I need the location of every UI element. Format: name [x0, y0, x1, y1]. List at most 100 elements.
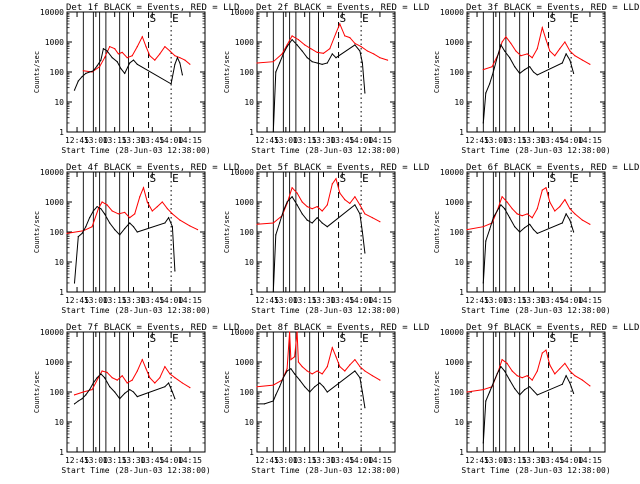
data-point-events — [485, 240, 487, 242]
data-point-events — [573, 72, 575, 74]
y-tick-label: 10000 — [40, 8, 64, 17]
data-point-lld — [326, 204, 328, 206]
data-point-events — [73, 282, 76, 284]
data-point-events — [176, 57, 178, 59]
data-point-events — [311, 222, 313, 224]
data-point-events — [136, 231, 138, 233]
data-point-events — [569, 59, 571, 61]
x-tick-label: 13:15 — [103, 136, 127, 145]
data-point-events — [561, 62, 563, 64]
data-point-events — [171, 226, 173, 228]
data-point-events — [263, 403, 266, 405]
data-point-lld — [154, 382, 156, 384]
data-point-events — [565, 213, 567, 215]
y-tick-label: 1000 — [235, 358, 254, 367]
data-point-lld — [296, 331, 298, 333]
data-point-lld — [256, 223, 258, 225]
data-point-events — [519, 394, 521, 396]
data-point-events — [171, 391, 173, 393]
data-point-events — [89, 217, 91, 219]
data-point-events — [164, 386, 166, 388]
y-tick-label: 10000 — [440, 8, 464, 17]
y-tick-label: 10 — [454, 258, 464, 267]
x-tick-label: 13:30 — [521, 136, 545, 145]
marker-label-e: E — [572, 172, 579, 185]
data-point-lld — [482, 69, 484, 71]
y-axis-label: Counts/sec — [433, 371, 441, 413]
data-point-lld — [335, 178, 337, 180]
x-axis-label: Start Time (28-Jun-03 12:38:00) — [61, 146, 210, 155]
plot-frame — [66, 11, 206, 133]
data-point-lld — [364, 370, 366, 372]
data-point-events — [524, 69, 526, 71]
data-point-lld — [101, 201, 103, 203]
data-point-events — [532, 390, 535, 392]
data-point-events — [509, 217, 511, 219]
data-point-lld — [574, 55, 576, 57]
data-point-events — [536, 74, 538, 76]
series-events — [74, 205, 176, 284]
y-tick-label: 10 — [454, 98, 464, 107]
marker-label-s: S — [150, 332, 157, 345]
x-tick-label: 13:30 — [311, 136, 335, 145]
data-point-lld — [272, 222, 274, 224]
data-point-lld — [136, 46, 138, 48]
data-point-lld — [304, 44, 306, 46]
x-tick-label: 13:15 — [293, 136, 317, 145]
data-point-events — [354, 44, 356, 46]
x-tick-label: 14:15 — [368, 296, 392, 305]
y-tick-label: 100 — [450, 68, 465, 77]
y-tick-label: 10000 — [440, 168, 464, 177]
data-point-events — [181, 74, 183, 76]
data-point-lld — [511, 208, 513, 210]
data-point-events — [92, 382, 94, 384]
series-lld — [83, 35, 191, 73]
data-point-lld — [189, 63, 191, 65]
series-events — [482, 43, 575, 124]
data-point-lld — [189, 225, 191, 227]
data-point-lld — [297, 39, 299, 41]
x-tick-label: 12:45 — [255, 136, 279, 145]
data-point-events — [124, 228, 126, 230]
data-point-events — [174, 270, 176, 272]
series-lld — [256, 177, 381, 225]
data-point-events — [136, 63, 138, 65]
x-tick-label: 12:45 — [255, 296, 279, 305]
data-point-events — [96, 206, 98, 208]
series-events — [272, 195, 366, 293]
x-tick-label: 12:45 — [255, 456, 279, 465]
panel-title: Det 6f BLACK = Events, RED = LLD — [466, 163, 639, 173]
data-point-events — [489, 83, 491, 85]
data-point-lld — [321, 373, 323, 375]
data-point-lld — [101, 370, 103, 372]
data-point-lld — [554, 373, 556, 375]
data-point-events — [120, 68, 122, 70]
x-axis-label: Start Time (28-Jun-03 12:38:00) — [61, 306, 210, 315]
x-tick-label: 13:45 — [140, 136, 164, 145]
data-point-lld — [526, 53, 528, 55]
data-point-lld — [569, 208, 571, 210]
data-point-lld — [134, 213, 136, 215]
marker-label-e: E — [172, 332, 179, 345]
data-point-events — [331, 53, 333, 55]
data-point-events — [492, 71, 494, 73]
data-point-lld — [335, 32, 337, 34]
data-point-lld — [114, 48, 116, 50]
y-tick-label: 10000 — [40, 168, 64, 177]
data-point-events — [565, 53, 567, 55]
data-point-events — [129, 62, 131, 64]
data-point-lld — [569, 370, 571, 372]
series-events — [482, 204, 575, 284]
data-point-lld — [142, 187, 145, 189]
y-tick-label: 1 — [459, 448, 464, 457]
data-point-lld — [169, 50, 171, 52]
data-point-events — [89, 71, 91, 73]
data-point-lld — [139, 196, 141, 198]
data-point-events — [361, 231, 363, 233]
data-point-events — [168, 382, 170, 384]
data-point-lld — [301, 201, 303, 203]
data-point-lld — [296, 192, 298, 194]
